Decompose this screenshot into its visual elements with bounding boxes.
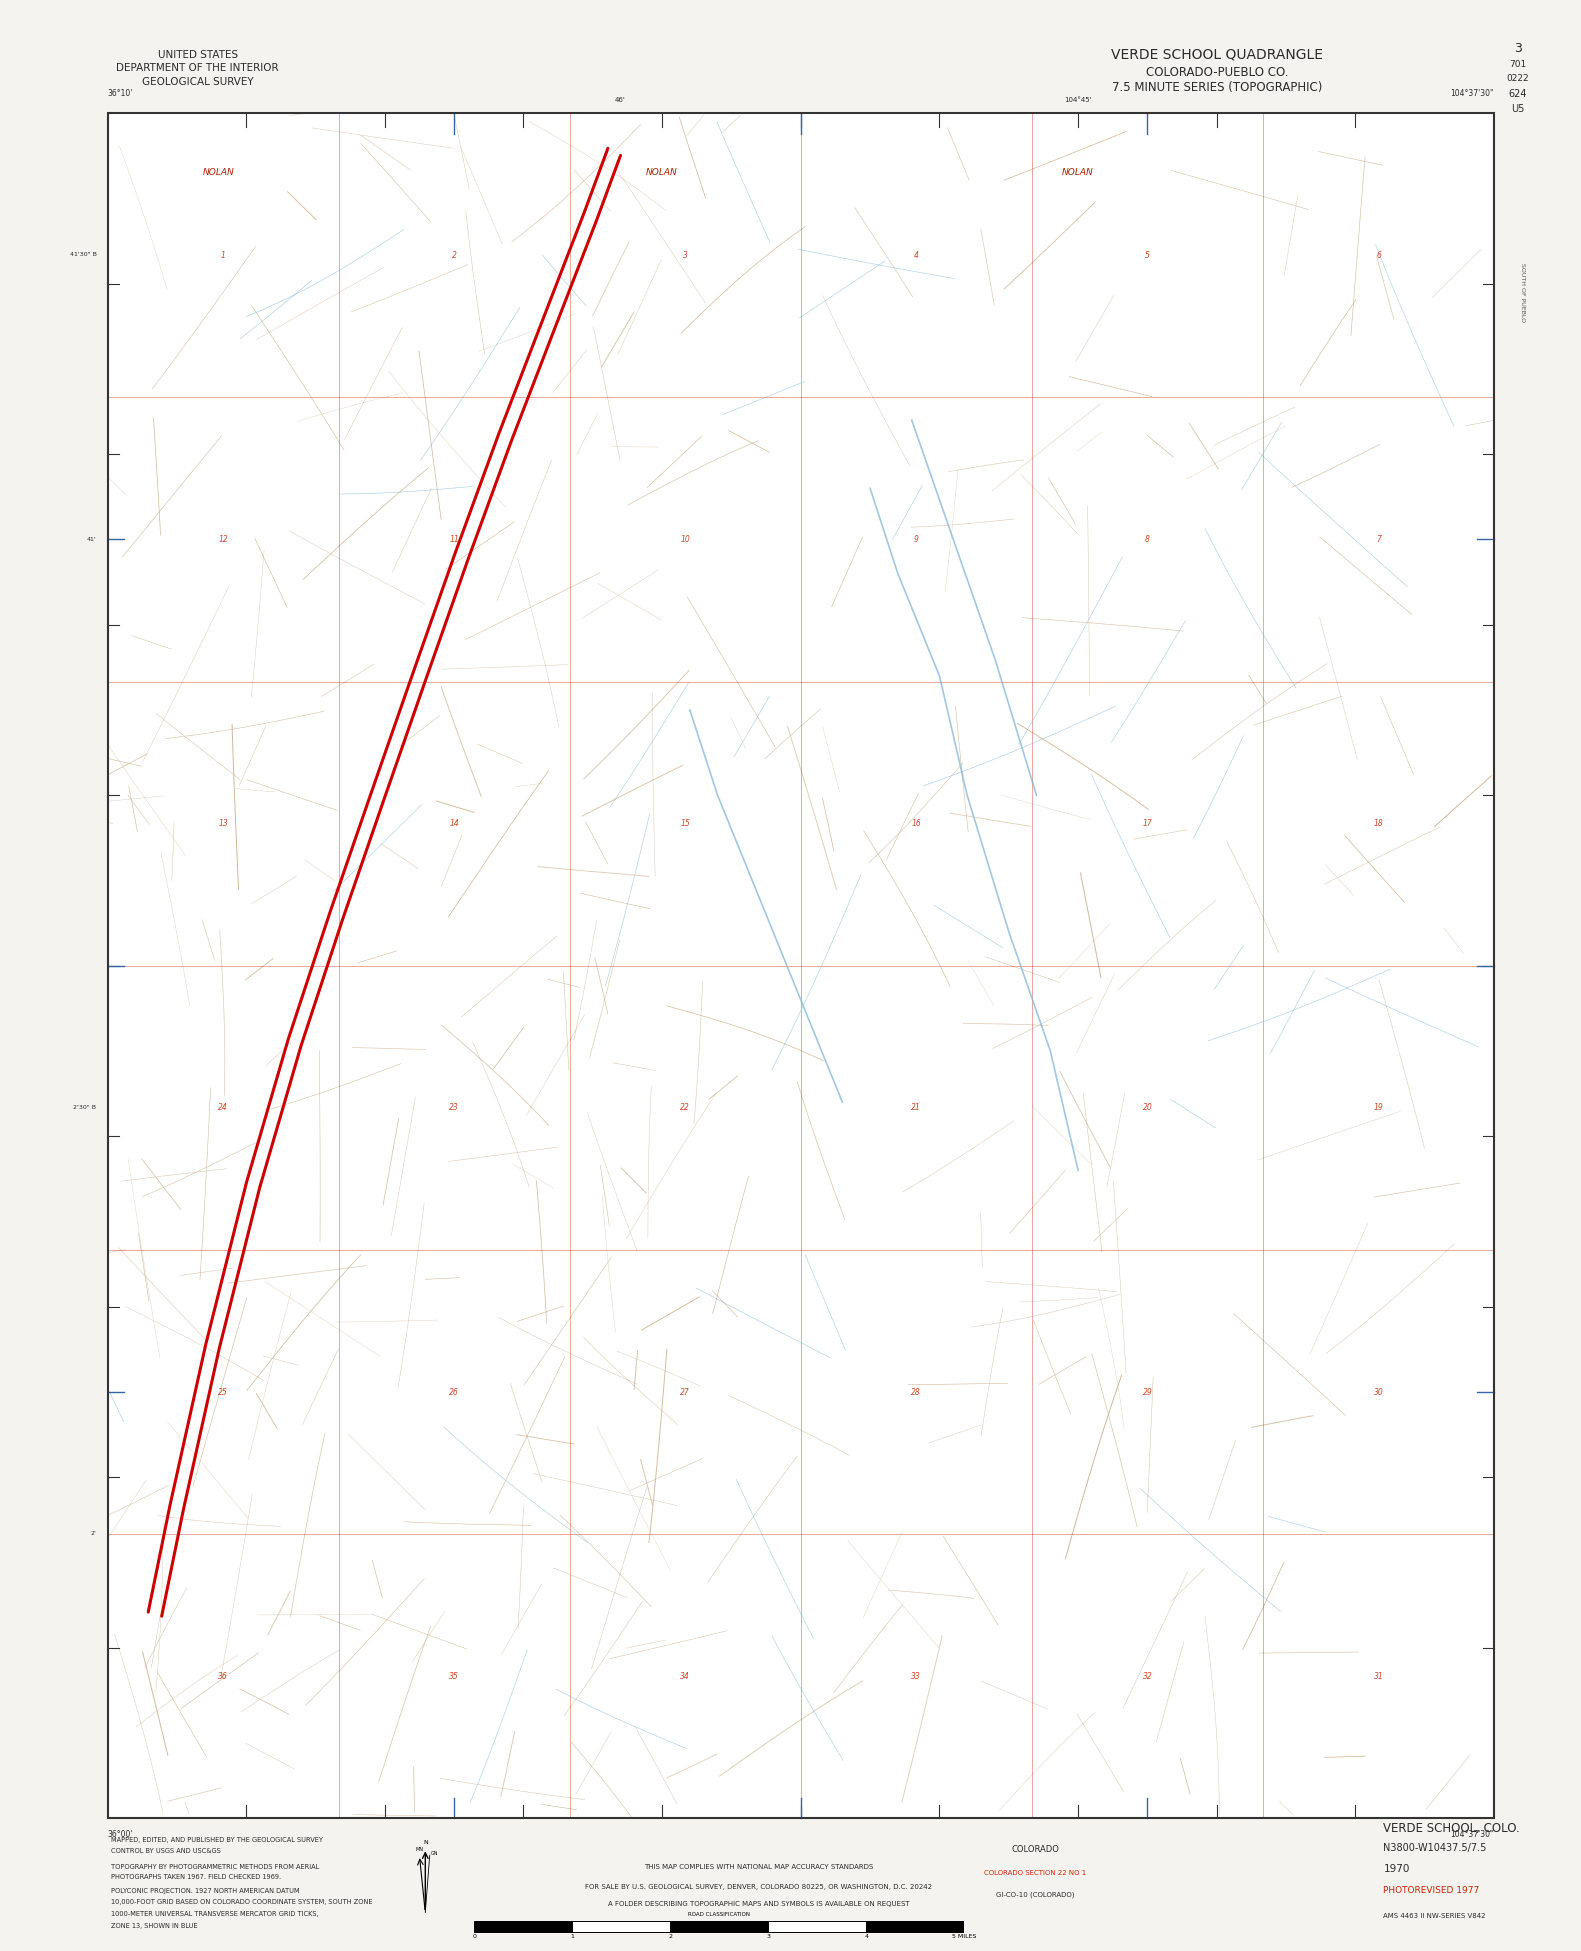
Text: 46': 46' [615, 98, 626, 103]
Text: 1970: 1970 [1383, 1863, 1410, 1875]
Text: 30: 30 [1374, 1387, 1383, 1397]
Text: 36: 36 [218, 1672, 228, 1680]
Text: 0222: 0222 [1507, 74, 1529, 82]
Text: 36°00': 36°00' [108, 1830, 133, 1840]
Text: SOUTH OF PUEBLO: SOUTH OF PUEBLO [1519, 263, 1526, 322]
Text: 41'30" B: 41'30" B [70, 252, 96, 258]
Text: PHOTOGRAPHS TAKEN 1967. FIELD CHECKED 1969.: PHOTOGRAPHS TAKEN 1967. FIELD CHECKED 19… [111, 1873, 281, 1881]
Text: ZONE 13, SHOWN IN BLUE: ZONE 13, SHOWN IN BLUE [111, 1922, 198, 1930]
Text: UNITED STATES: UNITED STATES [158, 49, 237, 60]
Text: 5 MILES: 5 MILES [952, 1933, 977, 1939]
Text: 3: 3 [683, 252, 688, 259]
Bar [670, 1922, 768, 1931]
Text: 1: 1 [221, 252, 226, 259]
Text: 41': 41' [87, 537, 96, 542]
Text: VERDE SCHOOL, COLO.: VERDE SCHOOL, COLO. [1383, 1822, 1519, 1834]
Text: 12: 12 [218, 535, 228, 544]
Text: MN: MN [416, 1848, 424, 1851]
Text: 24: 24 [218, 1104, 228, 1112]
Text: 2': 2' [90, 1532, 96, 1535]
Text: FOR SALE BY U.S. GEOLOGICAL SURVEY, DENVER, COLORADO 80225, OR WASHINGTON, D.C. : FOR SALE BY U.S. GEOLOGICAL SURVEY, DENV… [585, 1883, 933, 1891]
Text: PHOTOREVISED 1977: PHOTOREVISED 1977 [1383, 1887, 1480, 1894]
Text: 9: 9 [914, 535, 919, 544]
Text: 23: 23 [449, 1104, 458, 1112]
Text: 0: 0 [473, 1933, 476, 1939]
Text: 21: 21 [911, 1104, 922, 1112]
Text: 33: 33 [911, 1672, 922, 1680]
Text: 35: 35 [449, 1672, 458, 1680]
Text: 7: 7 [1375, 535, 1380, 544]
Text: TOPOGRAPHY BY PHOTOGRAMMETRIC METHODS FROM AERIAL: TOPOGRAPHY BY PHOTOGRAMMETRIC METHODS FR… [111, 1863, 319, 1871]
Text: 624: 624 [1508, 88, 1527, 100]
Text: 27: 27 [680, 1387, 691, 1397]
Text: 34: 34 [680, 1672, 691, 1680]
Text: GN: GN [430, 1851, 438, 1855]
Text: 17: 17 [1143, 819, 1153, 827]
Bar [866, 1922, 964, 1931]
Text: NOLAN: NOLAN [202, 168, 234, 178]
Text: 701: 701 [1510, 60, 1526, 68]
Text: 15: 15 [680, 819, 691, 827]
Text: 4: 4 [914, 252, 919, 259]
Text: 4: 4 [865, 1933, 868, 1939]
Bar [474, 1922, 572, 1931]
Text: 3: 3 [1515, 43, 1521, 55]
Text: 18: 18 [1374, 819, 1383, 827]
Text: 36°10': 36°10' [108, 88, 133, 98]
Text: 104°37'30": 104°37'30" [1450, 1830, 1494, 1840]
Text: 2: 2 [669, 1933, 672, 1939]
Text: GEOLOGICAL SURVEY: GEOLOGICAL SURVEY [142, 76, 253, 88]
Text: COLORADO: COLORADO [1012, 1846, 1059, 1853]
Text: 5: 5 [1145, 252, 1149, 259]
Text: A FOLDER DESCRIBING TOPOGRAPHIC MAPS AND SYMBOLS IS AVAILABLE ON REQUEST: A FOLDER DESCRIBING TOPOGRAPHIC MAPS AND… [609, 1900, 909, 1908]
Text: THIS MAP COMPLIES WITH NATIONAL MAP ACCURACY STANDARDS: THIS MAP COMPLIES WITH NATIONAL MAP ACCU… [643, 1863, 874, 1871]
Text: 14: 14 [449, 819, 458, 827]
Text: 8: 8 [1145, 535, 1149, 544]
Bar [768, 1922, 866, 1931]
Text: 29: 29 [1143, 1387, 1153, 1397]
Text: 19: 19 [1374, 1104, 1383, 1112]
Text: COLORADO-PUEBLO CO.: COLORADO-PUEBLO CO. [1146, 66, 1289, 78]
Text: CONTROL BY USGS AND USC&GS: CONTROL BY USGS AND USC&GS [111, 1848, 220, 1855]
Text: 31: 31 [1374, 1672, 1383, 1680]
Text: AMS 4463 II NW-SERIES V842: AMS 4463 II NW-SERIES V842 [1383, 1912, 1486, 1920]
Text: 3: 3 [767, 1933, 770, 1939]
Text: 28: 28 [911, 1387, 922, 1397]
Text: NOLAN: NOLAN [1062, 168, 1094, 178]
Text: POLYCONIC PROJECTION. 1927 NORTH AMERICAN DATUM: POLYCONIC PROJECTION. 1927 NORTH AMERICA… [111, 1887, 299, 1894]
Text: N: N [422, 1840, 428, 1846]
Bar [572, 1922, 670, 1931]
Text: 1: 1 [571, 1933, 574, 1939]
Text: 32: 32 [1143, 1672, 1153, 1680]
Text: GI-CO-10 (COLORADO): GI-CO-10 (COLORADO) [996, 1891, 1075, 1898]
Text: 6: 6 [1375, 252, 1380, 259]
Text: 10: 10 [680, 535, 691, 544]
Text: 10,000-FOOT GRID BASED ON COLORADO COORDINATE SYSTEM, SOUTH ZONE: 10,000-FOOT GRID BASED ON COLORADO COORD… [111, 1898, 372, 1906]
Text: 104°37'30": 104°37'30" [1450, 88, 1494, 98]
Text: COLORADO SECTION 22 NO 1: COLORADO SECTION 22 NO 1 [985, 1869, 1086, 1877]
Text: 26: 26 [449, 1387, 458, 1397]
Text: 11: 11 [449, 535, 458, 544]
Text: 2'30" B: 2'30" B [73, 1104, 96, 1110]
Text: NOLAN: NOLAN [647, 168, 678, 178]
Text: VERDE SCHOOL QUADRANGLE: VERDE SCHOOL QUADRANGLE [1111, 47, 1323, 62]
Text: U5: U5 [1511, 103, 1524, 115]
Text: 20: 20 [1143, 1104, 1153, 1112]
Text: ROAD CLASSIFICATION: ROAD CLASSIFICATION [688, 1912, 751, 1918]
Text: 1000-METER UNIVERSAL TRANSVERSE MERCATOR GRID TICKS,: 1000-METER UNIVERSAL TRANSVERSE MERCATOR… [111, 1910, 318, 1918]
Text: 13: 13 [218, 819, 228, 827]
Text: 22: 22 [680, 1104, 691, 1112]
Text: 7.5 MINUTE SERIES (TOPOGRAPHIC): 7.5 MINUTE SERIES (TOPOGRAPHIC) [1111, 82, 1323, 94]
Text: 104°45': 104°45' [1064, 98, 1092, 103]
Text: DEPARTMENT OF THE INTERIOR: DEPARTMENT OF THE INTERIOR [117, 62, 278, 74]
Text: 16: 16 [911, 819, 922, 827]
Text: MAPPED, EDITED, AND PUBLISHED BY THE GEOLOGICAL SURVEY: MAPPED, EDITED, AND PUBLISHED BY THE GEO… [111, 1836, 323, 1844]
Text: 25: 25 [218, 1387, 228, 1397]
Text: N3800-W10437.5/7.5: N3800-W10437.5/7.5 [1383, 1842, 1486, 1853]
Text: 2: 2 [452, 252, 457, 259]
